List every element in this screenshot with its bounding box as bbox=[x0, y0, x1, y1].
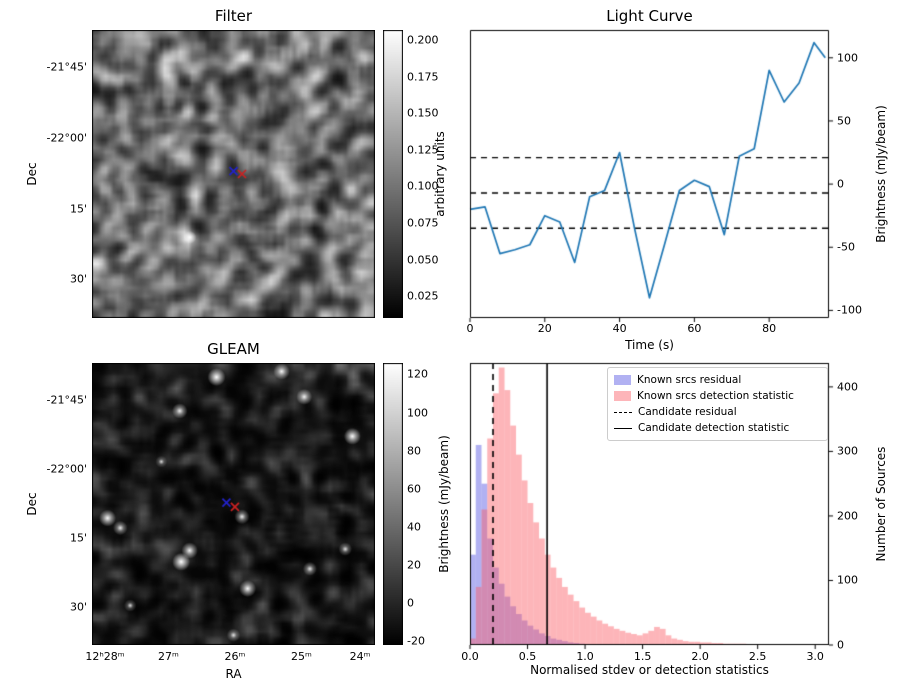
gleam-ra-tick-label: 24ᵐ bbox=[349, 650, 371, 663]
filter-colorbar bbox=[383, 30, 403, 318]
gleam-title: GLEAM bbox=[207, 340, 260, 358]
stdev-tick-label: 0.5 bbox=[518, 650, 537, 663]
filter-dec-tick-label: -22°00' bbox=[46, 131, 88, 145]
gleam-colorbar-tick-label: 80 bbox=[407, 444, 421, 458]
gleam-colorbar-tick-label: -20 bbox=[407, 634, 425, 648]
brightness-tick-label: -100 bbox=[837, 303, 862, 317]
legend-entry: Known srcs residual bbox=[614, 372, 821, 388]
gleam-ra-tick-label: 27ᵐ bbox=[157, 650, 179, 663]
light-curve-xlabel: Time (s) bbox=[625, 338, 674, 352]
sources-tick-label: 200 bbox=[837, 509, 858, 523]
time-tick-label: 60 bbox=[687, 322, 702, 335]
legend-label: Candidate residual bbox=[638, 406, 737, 418]
filter-colorbar-tick-label: 0.075 bbox=[407, 216, 439, 230]
filter-heatmap bbox=[92, 30, 375, 318]
filter-dec-tick-label: -21°45' bbox=[46, 60, 88, 74]
legend-label: Candidate detection statistic bbox=[638, 422, 790, 434]
time-tick-label: 20 bbox=[537, 322, 552, 335]
sources-tick-label: 400 bbox=[837, 380, 858, 394]
gleam-colorbar-label: Brightness (mJy/beam) bbox=[437, 435, 451, 573]
histogram-legend: Known srcs residual Known srcs detection … bbox=[607, 367, 828, 441]
gleam-dec-tick-label: -22°00' bbox=[46, 462, 88, 476]
time-tick-label: 40 bbox=[612, 322, 627, 335]
brightness-tick-label: 100 bbox=[837, 51, 858, 65]
filter-colorbar-tick-label: 0.050 bbox=[407, 253, 439, 267]
filter-colorbar-tick-label: 0.175 bbox=[407, 70, 439, 84]
gleam-ra-tick-label: 26ᵐ bbox=[224, 650, 246, 663]
gleam-ylabel: Dec bbox=[25, 492, 39, 516]
gleam-colorbar bbox=[383, 363, 403, 645]
gleam-colorbar-tick-label: 0 bbox=[407, 596, 414, 610]
filter-colorbar-tick-label: 0.125 bbox=[407, 143, 439, 157]
histogram-xlabel: Normalised stdev or detection statistics bbox=[530, 663, 769, 677]
legend-entry: Candidate residual bbox=[614, 404, 821, 420]
stdev-tick-label: 3.0 bbox=[806, 650, 824, 663]
gleam-colorbar-tick-label: 20 bbox=[407, 558, 421, 572]
legend-entry: Known srcs detection statistic bbox=[614, 388, 821, 404]
light-curve-ylabel: Brightness (mJy/beam) bbox=[874, 105, 888, 243]
gleam-dec-tick-label: -21°45' bbox=[46, 393, 88, 407]
legend-line-swatch bbox=[614, 411, 632, 413]
brightness-tick-label: -50 bbox=[837, 240, 855, 254]
time-tick-label: 80 bbox=[762, 322, 777, 335]
legend-patch-swatch bbox=[614, 391, 631, 401]
filter-colorbar-tick-label: 0.200 bbox=[407, 33, 439, 47]
legend-patch-swatch bbox=[614, 375, 631, 385]
brightness-tick-label: 50 bbox=[837, 114, 851, 128]
stdev-tick-label: 1.5 bbox=[633, 650, 652, 663]
filter-colorbar-tick-label: 0.150 bbox=[407, 106, 439, 120]
filter-dec-tick-label: 15' bbox=[69, 202, 87, 216]
gleam-dec-tick-label: 15' bbox=[69, 531, 87, 545]
legend-label: Known srcs residual bbox=[637, 374, 742, 386]
light-curve-plot bbox=[460, 20, 839, 328]
filter-ylabel: Dec bbox=[25, 162, 39, 186]
stdev-tick-label: 2.0 bbox=[691, 650, 709, 663]
filter-colorbar-tick-label: 0.100 bbox=[407, 179, 439, 193]
gleam-colorbar-tick-label: 60 bbox=[407, 482, 421, 496]
gleam-ra-tick-label: 12ʰ28ᵐ bbox=[85, 650, 125, 663]
filter-title: Filter bbox=[214, 7, 253, 25]
histogram-ylabel: Number of Sources bbox=[874, 446, 888, 562]
gleam-colorbar-tick-label: 40 bbox=[407, 520, 421, 534]
filter-dec-tick-label: 30' bbox=[69, 272, 87, 286]
stdev-tick-label: 0.0 bbox=[461, 650, 479, 663]
sources-tick-label: 100 bbox=[837, 573, 858, 587]
gleam-colorbar-tick-label: 100 bbox=[407, 406, 428, 420]
brightness-tick-label: 0 bbox=[837, 177, 844, 191]
legend-line-swatch bbox=[614, 427, 632, 429]
sources-tick-label: 0 bbox=[837, 638, 844, 652]
time-tick-label: 0 bbox=[466, 322, 474, 335]
gleam-colorbar-tick-label: 120 bbox=[407, 367, 428, 381]
sources-tick-label: 300 bbox=[837, 444, 858, 458]
gleam-heatmap bbox=[92, 363, 375, 645]
legend-entry: Candidate detection statistic bbox=[614, 420, 821, 436]
stdev-tick-label: 2.5 bbox=[748, 650, 767, 663]
stdev-tick-label: 1.0 bbox=[576, 650, 594, 663]
gleam-ra-tick-label: 25ᵐ bbox=[290, 650, 312, 663]
gleam-xlabel: RA bbox=[225, 667, 242, 681]
legend-label: Known srcs detection statistic bbox=[637, 390, 794, 402]
filter-colorbar-tick-label: 0.025 bbox=[407, 289, 439, 303]
gleam-dec-tick-label: 30' bbox=[69, 600, 87, 614]
